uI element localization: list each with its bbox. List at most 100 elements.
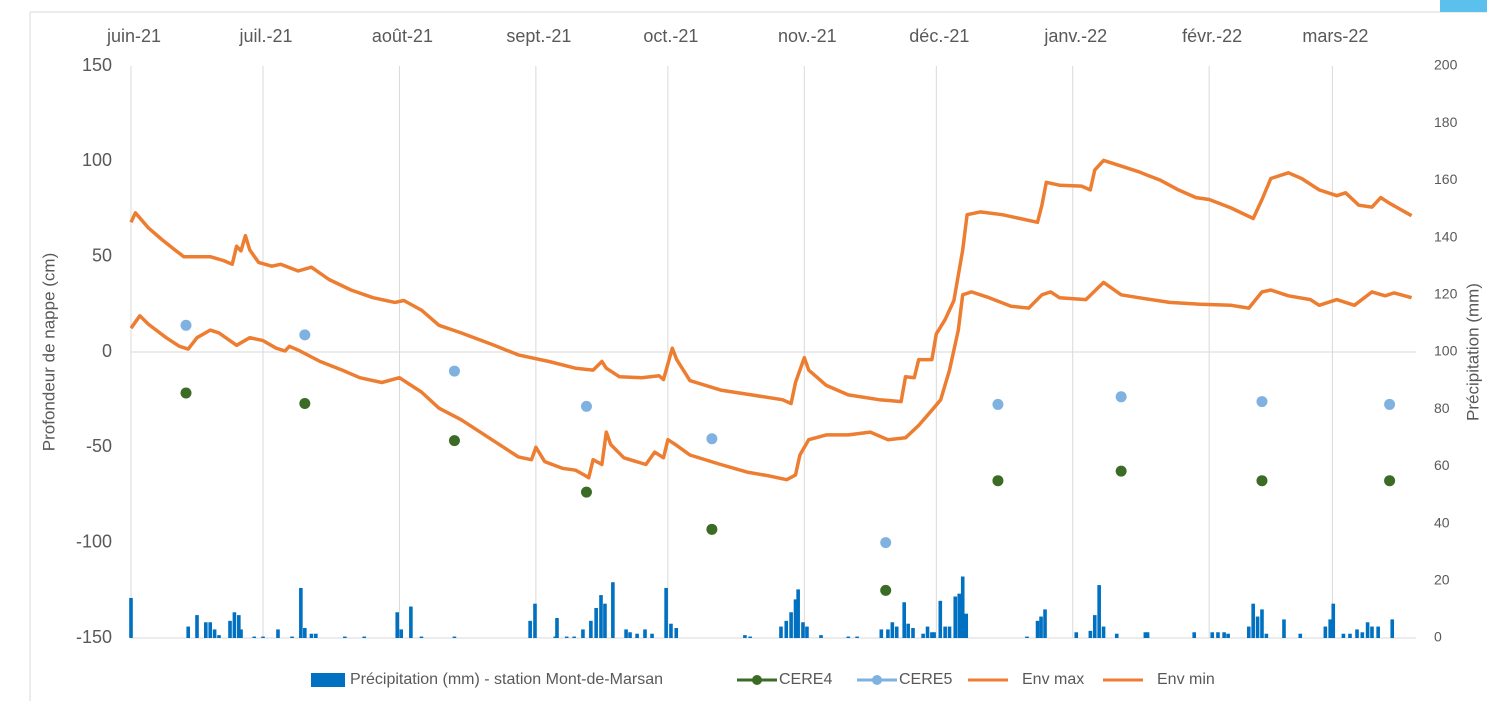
point: [1115, 391, 1127, 403]
y-tick-label: -150: [76, 627, 112, 647]
y2-tick-label: 100: [1434, 343, 1458, 359]
precip-bar: [261, 636, 265, 638]
precip-bar: [1097, 585, 1101, 638]
precip-bar: [1043, 609, 1047, 638]
precip-bar: [1114, 633, 1119, 638]
x-tick-label: févr.-22: [1182, 26, 1242, 46]
x-tick-label: juil.-21: [239, 26, 293, 46]
precip-bar: [628, 632, 632, 638]
precip-bar: [890, 622, 895, 638]
precip-bar: [1355, 629, 1359, 638]
precip-bar: [599, 595, 603, 638]
precip-bar: [925, 626, 930, 638]
y2-tick-label: 160: [1434, 171, 1458, 187]
precip-bar: [1210, 632, 1215, 638]
legend: Précipitation (mm) - station Mont-de-Mar…: [311, 671, 1215, 688]
precip-bar: [1222, 632, 1226, 638]
precip-bar: [879, 629, 884, 638]
x-tick-label: août-21: [372, 26, 433, 46]
grid: juin-21 juil.-21 août-21 sept.-21 oct.-21 nov…: [76, 26, 1458, 647]
y-tick-label: -100: [76, 531, 112, 551]
precip-bar: [643, 629, 647, 638]
line: [129, 280, 1413, 482]
precip-bar: [1360, 632, 1365, 638]
corner-tab: [1440, 0, 1487, 12]
precip-bar: [1092, 615, 1097, 638]
precip-bar: [624, 629, 628, 638]
point: [880, 537, 892, 549]
x-tick-label: nov.-21: [778, 26, 837, 46]
precip-bar: [314, 633, 318, 638]
precip-bar: [1101, 626, 1106, 638]
precip-bar: [1298, 633, 1303, 638]
precip-bar: [208, 622, 213, 638]
precip-bar: [212, 629, 217, 638]
point: [180, 319, 192, 331]
y-tick-label: 100: [82, 150, 112, 170]
precip-bar: [911, 627, 915, 638]
precip-bar: [395, 612, 400, 638]
precip-bar: [399, 629, 404, 638]
precip-bar: [1323, 626, 1328, 638]
x-tick-label: déc.-21: [909, 26, 969, 46]
precip-bar: [239, 629, 243, 638]
precip-bar: [1331, 603, 1336, 638]
precip-bar: [748, 636, 752, 638]
y2-tick-label: 80: [1434, 400, 1450, 416]
precip-bar: [886, 629, 890, 638]
precip-bar: [1088, 630, 1093, 638]
point: [448, 365, 460, 377]
point: [299, 329, 311, 341]
x-tick-label: janv.-22: [1043, 26, 1107, 46]
point: [1384, 398, 1396, 410]
precip-bar: [669, 623, 673, 638]
precip-bar: [186, 626, 191, 638]
legend-marker: [752, 675, 762, 685]
legend-marker: [872, 675, 882, 685]
precip-bar: [1226, 633, 1230, 638]
precip-bar: [343, 636, 347, 638]
precip-bar: [1328, 619, 1332, 638]
precip-bar: [299, 587, 303, 638]
y2-tick-label: 200: [1434, 57, 1458, 73]
precip-bar: [784, 620, 789, 638]
precip-bar: [960, 576, 965, 638]
precip-bar: [409, 606, 413, 638]
precip-bar: [204, 622, 208, 638]
precip-bar: [303, 627, 307, 638]
legend-label: Env min: [1157, 671, 1215, 688]
point: [706, 523, 718, 535]
precip-bar: [779, 626, 783, 638]
y2-tick-label: 20: [1434, 572, 1450, 588]
precip-bar: [846, 636, 851, 638]
plot: [129, 158, 1413, 638]
precip-bar: [1255, 616, 1260, 638]
precip-bar: [1264, 633, 1269, 638]
precip-bar: [921, 633, 925, 638]
precip-bar: [953, 596, 958, 638]
precip-bar: [1370, 626, 1374, 638]
x-tick-label: oct.-21: [643, 26, 698, 46]
precip-bar: [855, 636, 859, 638]
precip-bar: [650, 633, 654, 638]
precip-bar: [957, 593, 962, 638]
y-tick-label: 150: [82, 55, 112, 75]
line: [129, 158, 1413, 406]
precip-bar: [572, 636, 576, 638]
precip-bar: [932, 632, 936, 638]
precip-bar: [1216, 632, 1220, 638]
precip-bar: [581, 629, 585, 638]
point: [580, 486, 592, 498]
precip-bar: [564, 636, 569, 638]
precip-bar: [801, 622, 805, 638]
legend-label: CERE4: [779, 671, 832, 688]
point: [180, 387, 192, 399]
precip-bar: [938, 600, 943, 638]
precip-bar: [362, 636, 367, 638]
precip-bar: [805, 626, 809, 638]
precip-bar: [1365, 622, 1370, 638]
precip-bar: [635, 633, 639, 638]
legend-label: CERE5: [899, 671, 952, 688]
point: [992, 398, 1004, 410]
x-tick-label: mars-22: [1302, 26, 1368, 46]
